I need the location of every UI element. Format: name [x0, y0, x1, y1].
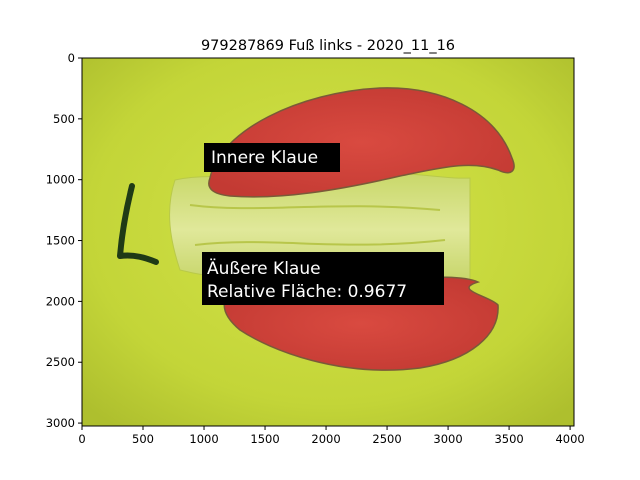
x-tick-label: 1500 — [250, 432, 279, 446]
x-tick-label: 500 — [132, 432, 154, 446]
y-tick-label: 500 — [53, 112, 75, 126]
x-tick-label: 2000 — [311, 432, 340, 446]
svg-text:Innere Klaue: Innere Klaue — [211, 148, 318, 168]
svg-text:Relative Fläche: 0.9677: Relative Fläche: 0.9677 — [207, 282, 407, 302]
y-tick-label: 2000 — [46, 294, 75, 308]
x-axis: 0 500 1000 1500 2000 2500 3000 3500 4000 — [78, 426, 585, 446]
y-tick-label: 1000 — [46, 173, 75, 187]
y-tick-label: 2500 — [46, 355, 75, 369]
svg-text:Äußere Klaue: Äußere Klaue — [207, 258, 321, 279]
figure-title: 979287869 Fuß links - 2020_11_16 — [201, 38, 455, 54]
x-tick-label: 2500 — [372, 432, 401, 446]
x-tick-label: 3000 — [433, 432, 462, 446]
photo — [82, 58, 574, 426]
handwritten-l-mark — [117, 183, 159, 265]
y-tick-label: 1500 — [46, 234, 75, 248]
inner-claw-label: Innere Klaue — [204, 143, 340, 172]
x-tick-label: 0 — [78, 432, 85, 446]
y-axis: 0 500 1000 1500 2000 2500 3000 — [46, 51, 82, 430]
x-tick-label: 4000 — [555, 432, 584, 446]
axes-frame — [81, 57, 575, 427]
y-tick-label: 0 — [68, 51, 75, 65]
x-tick-label: 3500 — [494, 432, 523, 446]
x-tick-label: 1000 — [189, 432, 218, 446]
outer-claw-label: Äußere Klaue Relative Fläche: 0.9677 — [202, 252, 444, 305]
y-tick-label: 3000 — [46, 416, 75, 430]
